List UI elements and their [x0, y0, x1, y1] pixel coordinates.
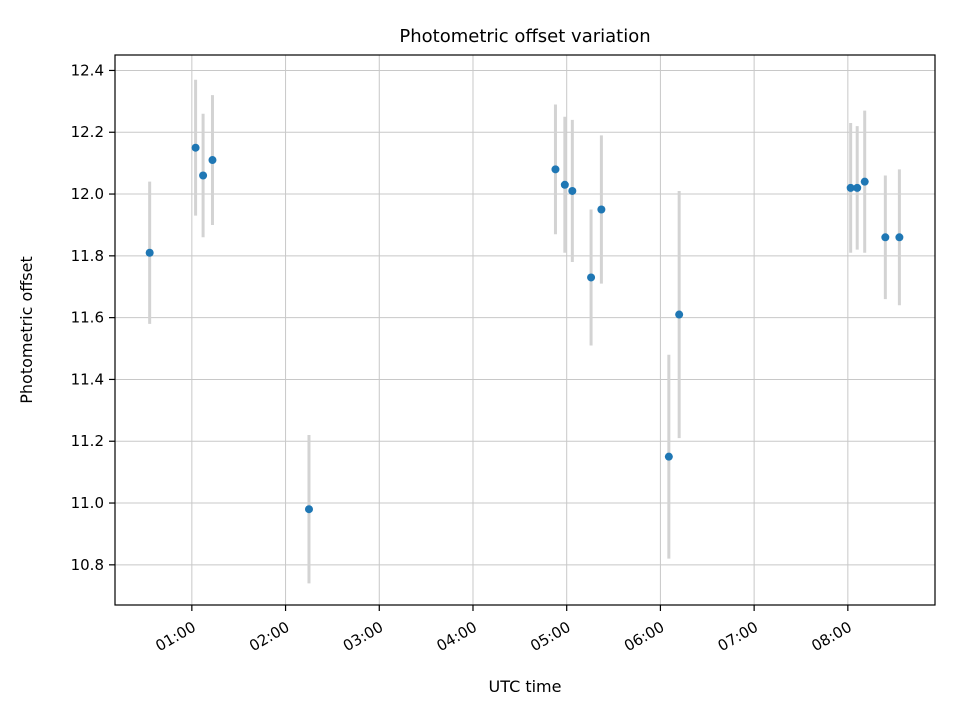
x-tick-label: 02:00 [246, 618, 292, 655]
y-tick-label: 12.4 [71, 61, 104, 79]
data-point [675, 310, 684, 319]
data-point [145, 248, 154, 257]
data-point [895, 233, 904, 242]
y-tick-label: 12.2 [71, 123, 104, 141]
data-point [560, 180, 569, 189]
y-tick-label: 10.8 [71, 556, 104, 574]
data-point [551, 165, 560, 174]
plot-border [114, 54, 936, 606]
data-point [199, 171, 208, 180]
x-tick-label: 07:00 [715, 618, 761, 655]
y-tick-labels: 10.8 11.0 11.2 11.4 11.6 11.8 12.0 12.2 12.4 [71, 61, 104, 573]
error-bars [148, 79, 901, 584]
chart-title: Photometric offset variation [399, 26, 650, 47]
data-point [587, 273, 596, 282]
x-tick-label: 06:00 [621, 618, 667, 655]
data-point [304, 505, 313, 514]
y-tick-label: 11.8 [71, 247, 104, 265]
y-tick-label: 11.0 [71, 494, 104, 512]
data-point [208, 156, 217, 165]
x-tick-label: 01:00 [152, 618, 198, 655]
x-tick-label: 03:00 [340, 618, 386, 655]
x-axis-label: UTC time [489, 677, 562, 696]
data-point [568, 186, 577, 195]
data-point [664, 452, 673, 461]
data-point [853, 183, 862, 192]
data-point [191, 143, 200, 152]
x-tick-label: 05:00 [527, 618, 573, 655]
y-tick-label: 12.0 [71, 185, 104, 203]
data-point [881, 233, 890, 242]
y-tick-label: 11.2 [71, 432, 104, 450]
x-tick-label: 04:00 [434, 618, 480, 655]
y-axis-label: Photometric offset [17, 256, 36, 404]
tick-marks [109, 69, 849, 611]
data-point [597, 205, 606, 214]
x-tick-label: 08:00 [808, 618, 854, 655]
data-point [860, 177, 869, 186]
y-tick-label: 11.6 [71, 309, 104, 327]
x-tick-labels: 01:00 02:00 03:00 04:00 05:00 06:00 07:00 08:00 [152, 618, 854, 655]
gridlines [115, 55, 935, 605]
data-points [145, 143, 904, 514]
y-tick-label: 11.4 [71, 370, 104, 388]
data-point [846, 183, 855, 192]
